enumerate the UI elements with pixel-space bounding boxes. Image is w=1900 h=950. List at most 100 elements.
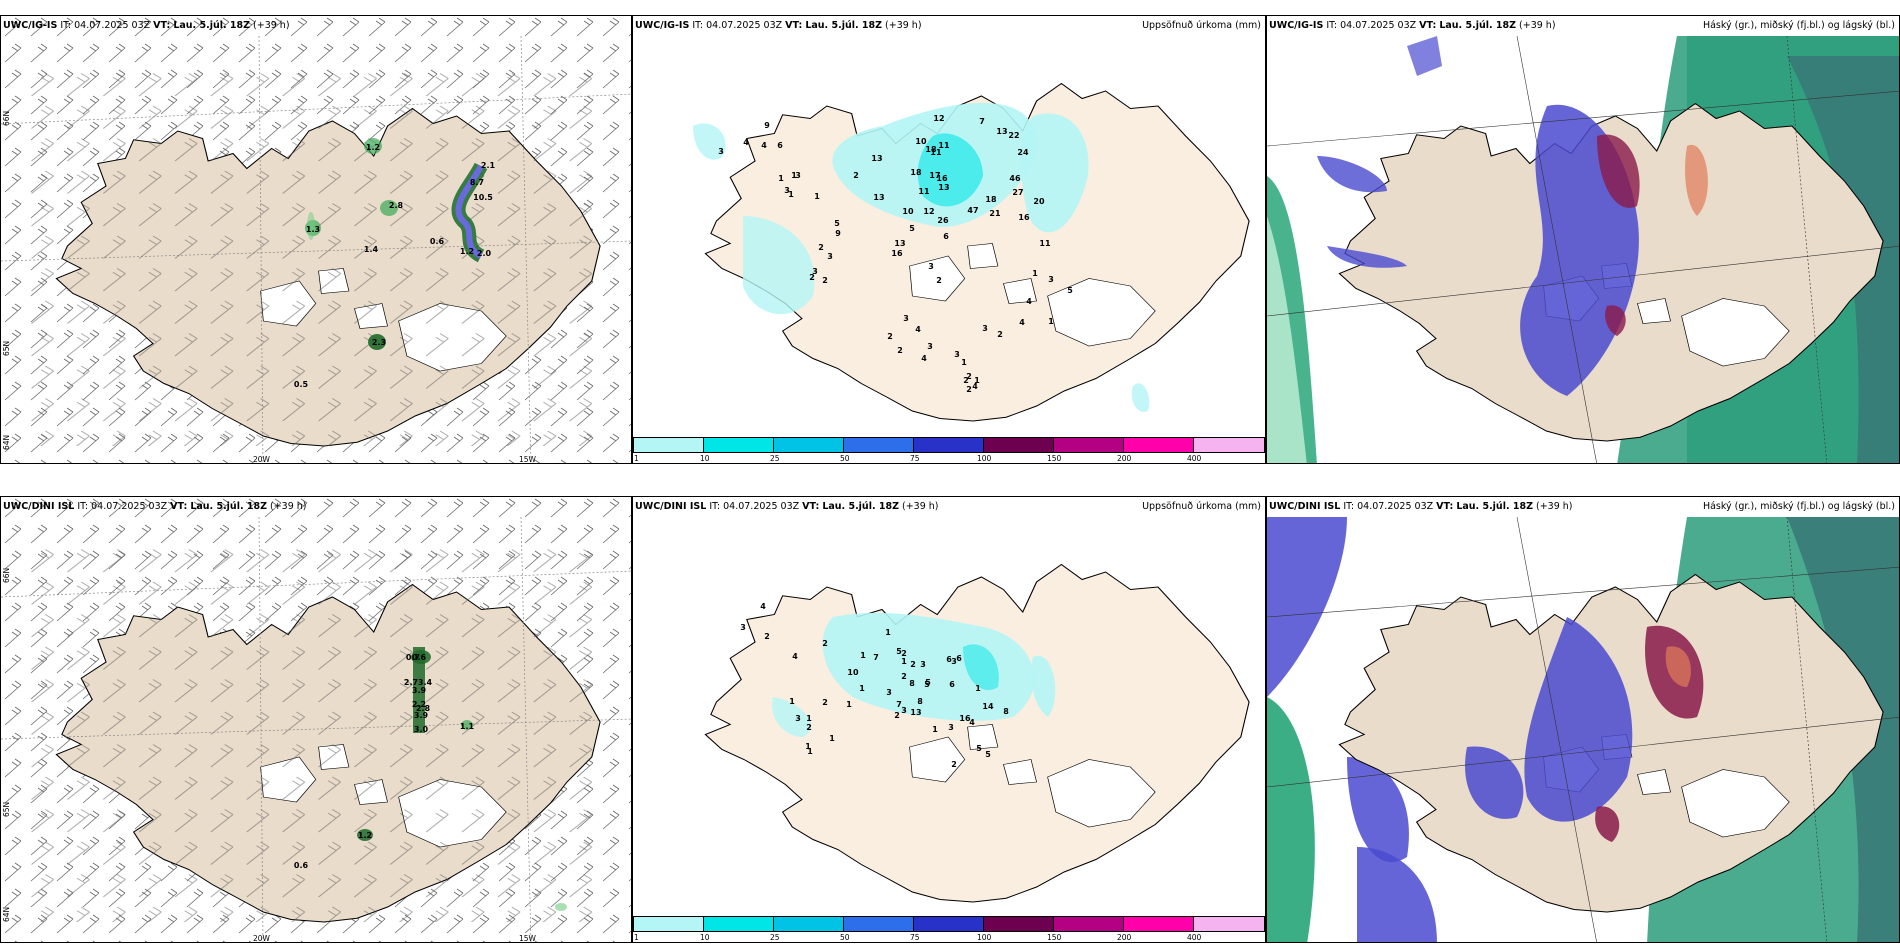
colorbar-swatch — [983, 916, 1053, 932]
precip-value: 5 — [976, 744, 982, 753]
precip-value: 0.6 — [429, 237, 445, 246]
precip-value: 2 — [966, 385, 972, 394]
precip-value: 0.5 — [293, 380, 309, 389]
colorbar-tick: 200 — [1117, 454, 1132, 463]
precip-value: 1 — [778, 174, 784, 183]
precip-value: 2.2 — [411, 700, 427, 709]
precip-value: 1 — [829, 734, 835, 743]
precip-value: 16 — [891, 249, 903, 258]
colorbar-swatch — [843, 437, 913, 453]
precip-value: 6 — [943, 232, 949, 241]
colorbar-swatch — [773, 916, 843, 932]
colorbar-tick: 400 — [1187, 454, 1202, 463]
precip-value: 3.9 — [411, 686, 427, 695]
precip-value: 17 — [929, 171, 941, 180]
precip-value: 3 — [982, 324, 988, 333]
colorbar-swatch — [633, 916, 703, 932]
precip-value: 10 — [847, 668, 859, 677]
colorbar-tick: 50 — [840, 933, 850, 942]
precip-value: 2.8 — [388, 201, 404, 210]
precip-value: 2 — [822, 698, 828, 707]
precip-value: 5 — [985, 750, 991, 759]
colorbar-swatch — [703, 437, 773, 453]
precip-value: 8 — [909, 679, 915, 688]
precip-value: 13 — [910, 708, 922, 717]
precip-value: 3 — [948, 723, 954, 732]
lon-label: 20W — [253, 934, 270, 943]
precip-value: 4 — [1019, 318, 1025, 327]
precip-value: 3 — [886, 688, 892, 697]
panel-title: Uppsöfnuð úrkoma (mm) — [1142, 501, 1261, 512]
precip-value: 4 — [921, 354, 927, 363]
precip-value: 20 — [1033, 197, 1045, 206]
precip-value: 6 — [777, 141, 783, 150]
panel-header: UWC/DINI ISL IT: 04.07.2025 03Z VT: Lau.… — [3, 501, 307, 512]
precip-value: 5 — [924, 680, 930, 689]
precip-value: 8.7 — [469, 178, 485, 187]
precip-value: 1.2 — [357, 831, 373, 840]
precip-value: 10 — [902, 207, 914, 216]
lat-label: 64N — [2, 906, 11, 922]
colorbar-tick: 25 — [770, 454, 780, 463]
precip-value: 2 — [897, 346, 903, 355]
colorbar-tick: 1 — [634, 454, 639, 463]
precip-value: 2 — [901, 649, 907, 658]
precip-value: 1 — [806, 714, 812, 723]
lon-label: 15W — [519, 934, 536, 943]
precip-value: 16 — [1018, 213, 1030, 222]
colorbar-swatch — [703, 916, 773, 932]
precip-value: 0.6 — [293, 861, 309, 870]
precip-value: 2 — [910, 660, 916, 669]
colorbar-swatch — [1053, 437, 1123, 453]
colorbar-tick: 75 — [910, 933, 920, 942]
precip-value: 1 — [807, 747, 813, 756]
precip-value: 14 — [982, 702, 994, 711]
panel-title: Háský (gr.), miðský (fj.bl.) og lágský (… — [1702, 501, 1895, 512]
panel-header: UWC/IG-IS IT: 04.07.2025 03Z VT: Lau. 5.… — [1269, 20, 1556, 31]
precip-value: 6 — [949, 680, 955, 689]
precip-value: 5 — [1067, 286, 1073, 295]
precip-value: 7 — [896, 700, 902, 709]
precip-value: 3 — [928, 262, 934, 271]
colorbar-swatch — [633, 437, 703, 453]
precip-value: 2.0 — [476, 249, 492, 258]
precip-value: 18 — [925, 145, 937, 154]
precip-value: 2 — [887, 332, 893, 341]
precip-value: 1 — [901, 657, 907, 666]
colorbar-tick: 150 — [1047, 454, 1062, 463]
precip-value: 13 — [996, 127, 1008, 136]
precip-value: 1 — [791, 171, 797, 180]
precip-value: 12 — [933, 114, 945, 123]
precip-value: 3 — [954, 350, 960, 359]
lon-label: 15W — [519, 455, 536, 464]
precip-value: 10 — [915, 137, 927, 146]
precip-value: 11 — [1039, 239, 1051, 248]
precip-value: 1 — [814, 192, 820, 201]
panel-title: Uppsöfnuð úrkoma (mm) — [1142, 20, 1261, 31]
precip-value: 1.2 — [365, 143, 381, 152]
precip-value: 0.7 — [405, 653, 421, 662]
precip-value: 2.1 — [480, 161, 496, 170]
precip-value: 4 — [760, 602, 766, 611]
precip-value: 2 — [936, 276, 942, 285]
colorbar-swatch — [1123, 916, 1193, 932]
precip-value: 27 — [1012, 188, 1024, 197]
precip-value: 1 — [932, 725, 938, 734]
precip-value: 2 — [966, 372, 972, 381]
precip-value: 5 — [896, 647, 902, 656]
precip-value: 11 — [938, 141, 950, 150]
precip-value: 1.4 — [363, 245, 379, 254]
precip-value: 46 — [1009, 174, 1021, 183]
colorbar-swatch — [1193, 437, 1265, 453]
lat-label: 64N — [2, 434, 11, 450]
precip-value: 12 — [923, 207, 935, 216]
precip-value: 1 — [805, 742, 811, 751]
colorbar-tick: 100 — [977, 933, 992, 942]
precip-value: 3 — [795, 714, 801, 723]
cloud-map — [1267, 35, 1899, 463]
precip-value: 3.9 — [413, 711, 429, 720]
colorbar-tick: 1 — [634, 933, 639, 942]
precip-value: 1.1 — [459, 722, 475, 731]
precip-value: 2 — [822, 639, 828, 648]
colorbar-swatch — [913, 916, 983, 932]
